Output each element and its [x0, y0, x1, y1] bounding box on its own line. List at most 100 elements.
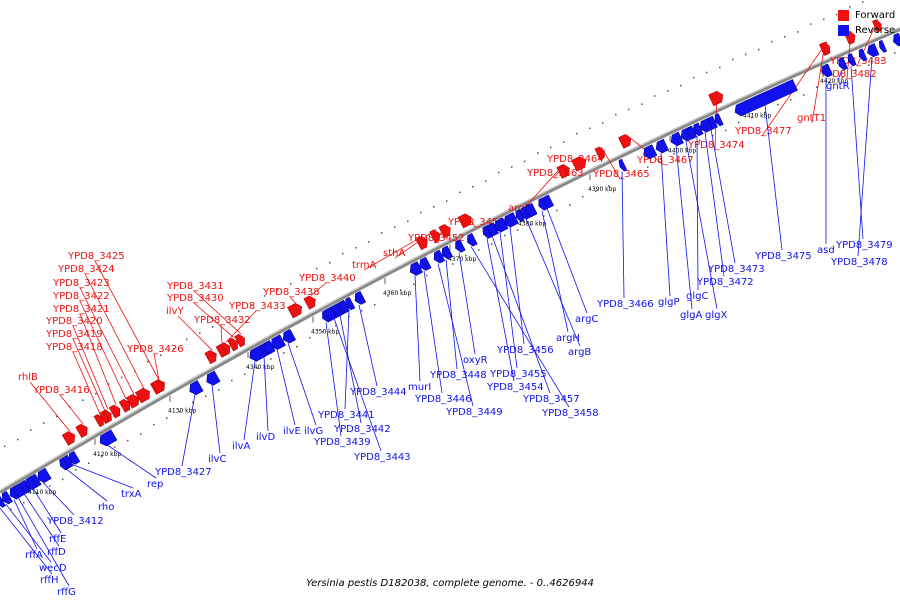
reverse-gene-label: YPD8_3449 — [445, 407, 503, 418]
reverse-gene — [441, 245, 454, 260]
tick-label: 4390 kbp — [588, 186, 616, 193]
forward-gene — [429, 229, 440, 244]
forward-gene-label: argE — [508, 203, 531, 214]
reverse-gene — [838, 56, 848, 71]
reverse-gene — [263, 339, 276, 355]
forward-gene — [594, 146, 605, 161]
reverse-gene-label: ilvA — [232, 441, 250, 452]
forward-gene — [708, 90, 724, 107]
reverse-gene — [867, 43, 880, 58]
reverse-gene — [693, 122, 704, 137]
reverse-gene-label: rffA — [25, 550, 43, 561]
reverse-gene-label: wecD — [39, 563, 67, 574]
forward-gene-label: YPD8_3423 — [52, 278, 110, 289]
reverse-gene-label: YPD8_3439 — [313, 437, 371, 448]
reverse-gene-label: YPD8_3427 — [154, 467, 212, 478]
forward-gene-label: YPD8_3421 — [52, 304, 110, 315]
reverse-gene-label: gntR — [826, 81, 850, 92]
reverse-gene — [206, 370, 221, 386]
reverse-gene — [419, 256, 432, 271]
map-caption: Yersinia pestis D182038, complete genome… — [306, 578, 594, 589]
reverse-gene — [821, 63, 833, 78]
forward-gene-label: YPD8_3416 — [32, 385, 90, 396]
reverse-gene — [515, 209, 525, 223]
forward-gene-label: YPD8_3453 — [447, 217, 505, 228]
forward-gene-label: trmA — [352, 260, 377, 271]
forward-gene — [204, 350, 217, 365]
forward-gene-label: YPD8_3438 — [262, 287, 320, 298]
forward-gene-label: YPD8_3425 — [67, 251, 125, 262]
reverse-gene-label: argB — [568, 347, 591, 358]
tick-label: 4420 kbp — [820, 78, 848, 85]
forward-gene — [415, 236, 428, 251]
reverse-gene-label: glgC — [686, 291, 708, 302]
reverse-gene-label: YPD8_3479 — [835, 240, 893, 251]
forward-gene-label: YPD8_3474 — [687, 140, 745, 151]
reverse-gene-label: glgP — [658, 297, 680, 308]
reverse-gene — [189, 380, 204, 396]
genome-backbone — [0, 27, 900, 494]
forward-gene — [215, 344, 226, 358]
reverse-gene-label: rep — [147, 479, 163, 490]
reverse-gene — [271, 334, 286, 350]
legend-forward-label: Forward — [855, 10, 896, 21]
forward-gene — [118, 398, 131, 413]
forward-gene — [108, 404, 121, 419]
forward-gene — [125, 394, 140, 409]
forward-gene-label: YPD8_3477 — [734, 126, 792, 137]
reverse-gene — [0, 494, 7, 508]
reverse-gene-label: YPD8_3443 — [353, 452, 411, 463]
forward-gene — [135, 387, 150, 404]
forward-gene — [872, 19, 882, 33]
reverse-gene-label: YPD8_3455 — [489, 369, 547, 380]
reverse-gene-label: oxyR — [463, 355, 488, 366]
forward-gene — [227, 337, 238, 352]
reverse-gene-label: ilvG — [304, 426, 323, 437]
reverse-gene — [487, 222, 500, 236]
reverse-gene-label: rffE — [49, 534, 66, 545]
reverse-gene — [525, 202, 538, 217]
reverse-gene-label: rho — [98, 502, 114, 513]
reverse-gene-label: asd — [817, 245, 835, 256]
reverse-gene — [409, 261, 423, 276]
tick-label: 4340 kbp — [246, 364, 274, 371]
tick-label: 4410 kbp — [743, 113, 771, 120]
reverse-gene — [13, 483, 26, 498]
forward-gene-label: YPD8_3424 — [57, 264, 115, 275]
reverse-gene — [618, 158, 628, 172]
reverse-gene — [655, 138, 669, 154]
reverse-gene — [878, 39, 888, 53]
reverse-gene — [734, 79, 798, 117]
legend-reverse-label: Reverse — [855, 25, 896, 36]
reverse-gene-label: murI — [408, 382, 431, 393]
forward-gene-label: gntT1 — [797, 113, 826, 124]
reverse-gene-label: YPD8_3478 — [830, 257, 888, 268]
reverse-gene-label: ilvC — [208, 454, 226, 465]
reverse-gene — [847, 53, 857, 67]
forward-gene — [234, 333, 245, 348]
forward-gene — [99, 411, 109, 425]
reverse-gene — [503, 212, 519, 228]
reverse-gene — [68, 450, 81, 465]
forward-gene — [618, 134, 632, 149]
tick-label: 4350 kbp — [311, 329, 339, 336]
reverse-gene — [699, 118, 713, 133]
reverse-gene-label: YPD8_3454 — [486, 382, 544, 393]
forward-gene-label: YPD8_3440 — [298, 273, 356, 284]
forward-gene — [287, 302, 302, 319]
reverse-gene-label: YPD8_3412 — [46, 516, 104, 527]
reverse-gene — [340, 299, 350, 313]
forward-gene-label: ilvY — [166, 306, 184, 317]
reverse-gene — [282, 328, 297, 344]
forward-gene — [556, 165, 567, 179]
reverse-gene-label: glgX — [705, 310, 727, 321]
reverse-gene-label: rffG — [57, 587, 76, 598]
forward-gene — [61, 431, 76, 446]
reverse-gene-label: ilvE — [283, 426, 301, 437]
legend-forward: Forward — [838, 8, 895, 23]
forward-gene-label: YPD8_3463 — [526, 168, 584, 179]
reverse-gene — [643, 144, 658, 160]
forward-gene — [821, 41, 831, 55]
reverse-gene — [1, 490, 13, 505]
reverse-gene — [433, 249, 446, 264]
